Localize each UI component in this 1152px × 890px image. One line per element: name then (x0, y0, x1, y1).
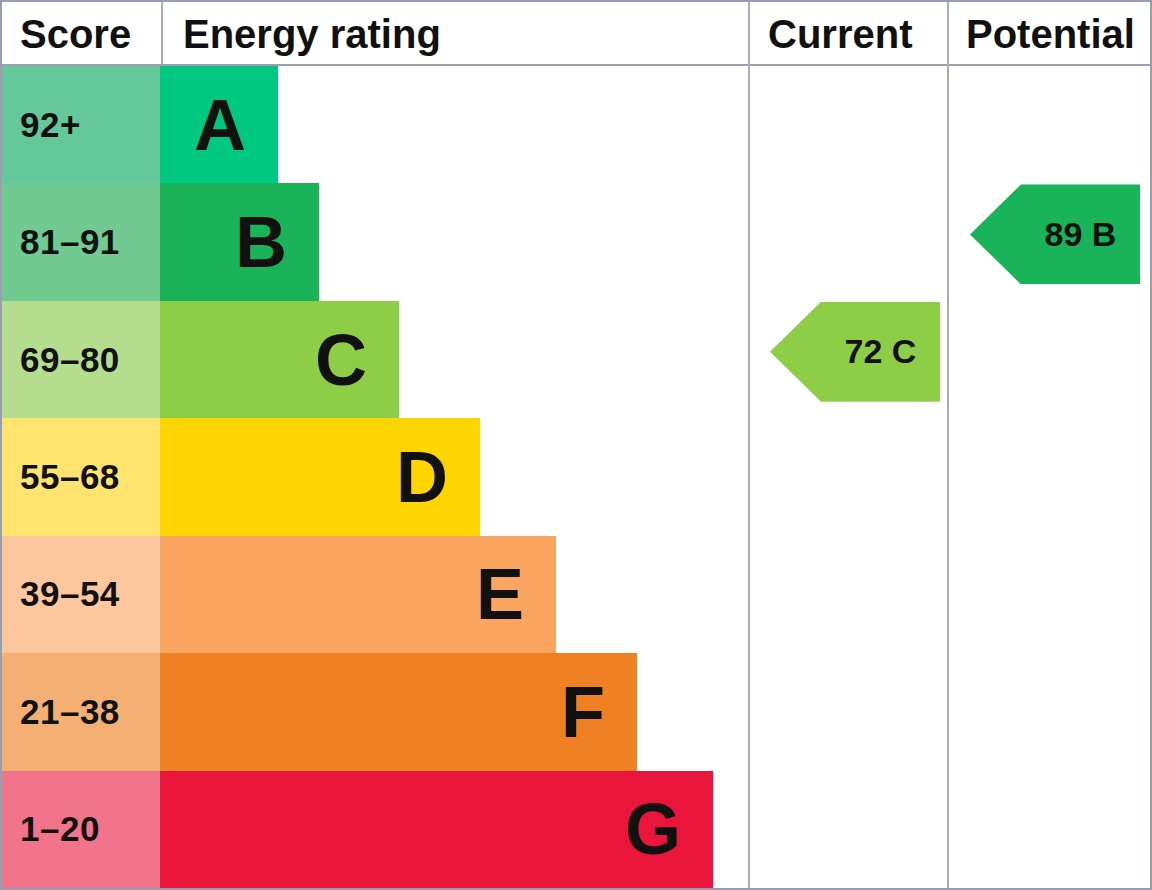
band-bar: D (160, 418, 480, 535)
band-score-range: 69–80 (2, 301, 160, 418)
band-score-range: 92+ (2, 66, 160, 183)
band-score-range: 39–54 (2, 536, 160, 653)
band-bar: A (160, 66, 278, 183)
band-row-e: 39–54E (2, 536, 1150, 653)
band-row-c: 69–80C (2, 301, 1150, 418)
header-current: Current (768, 2, 912, 64)
band-bar: E (160, 536, 556, 653)
band-row-a: 92+A (2, 66, 1150, 183)
epc-rating-chart: Score Energy rating Current Potential 92… (0, 0, 1152, 890)
band-row-g: 1–20G (2, 771, 1150, 888)
score-column-divider (161, 2, 163, 64)
header-score: Score (20, 2, 131, 64)
band-row-b: 81–91B (2, 183, 1150, 300)
band-row-f: 21–38F (2, 653, 1150, 770)
header-potential: Potential (966, 2, 1135, 64)
band-score-range: 55–68 (2, 418, 160, 535)
band-bar: C (160, 301, 399, 418)
bands: 92+A81–91B69–80C55–68D39–54E21–38F1–20G (2, 66, 1150, 888)
band-score-range: 21–38 (2, 653, 160, 770)
band-score-range: 1–20 (2, 771, 160, 888)
header-energy-rating: Energy rating (183, 2, 441, 64)
band-score-range: 81–91 (2, 183, 160, 300)
band-bar: G (160, 771, 713, 888)
band-row-d: 55–68D (2, 418, 1150, 535)
band-bar: F (160, 653, 637, 770)
band-bar: B (160, 183, 319, 300)
